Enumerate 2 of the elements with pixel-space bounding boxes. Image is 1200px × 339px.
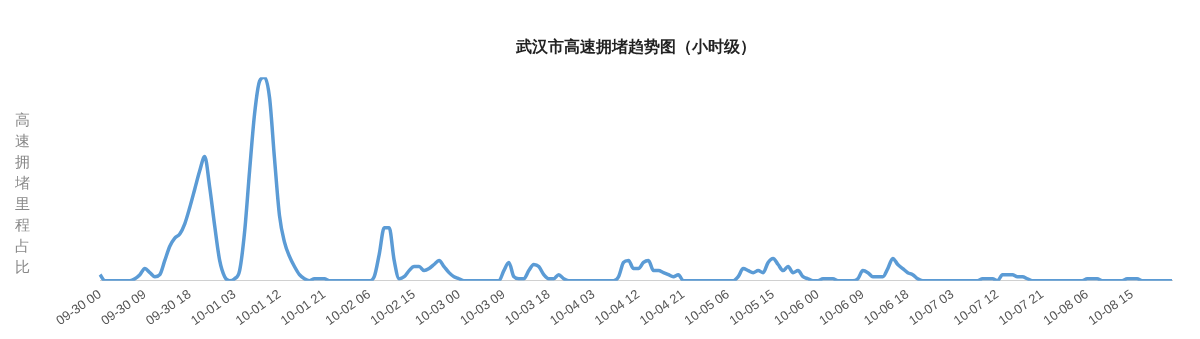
chart-title: 武汉市高速拥堵趋势图（小时级）	[515, 37, 756, 57]
y-axis-title: 高速拥堵里程占比	[13, 110, 30, 275]
